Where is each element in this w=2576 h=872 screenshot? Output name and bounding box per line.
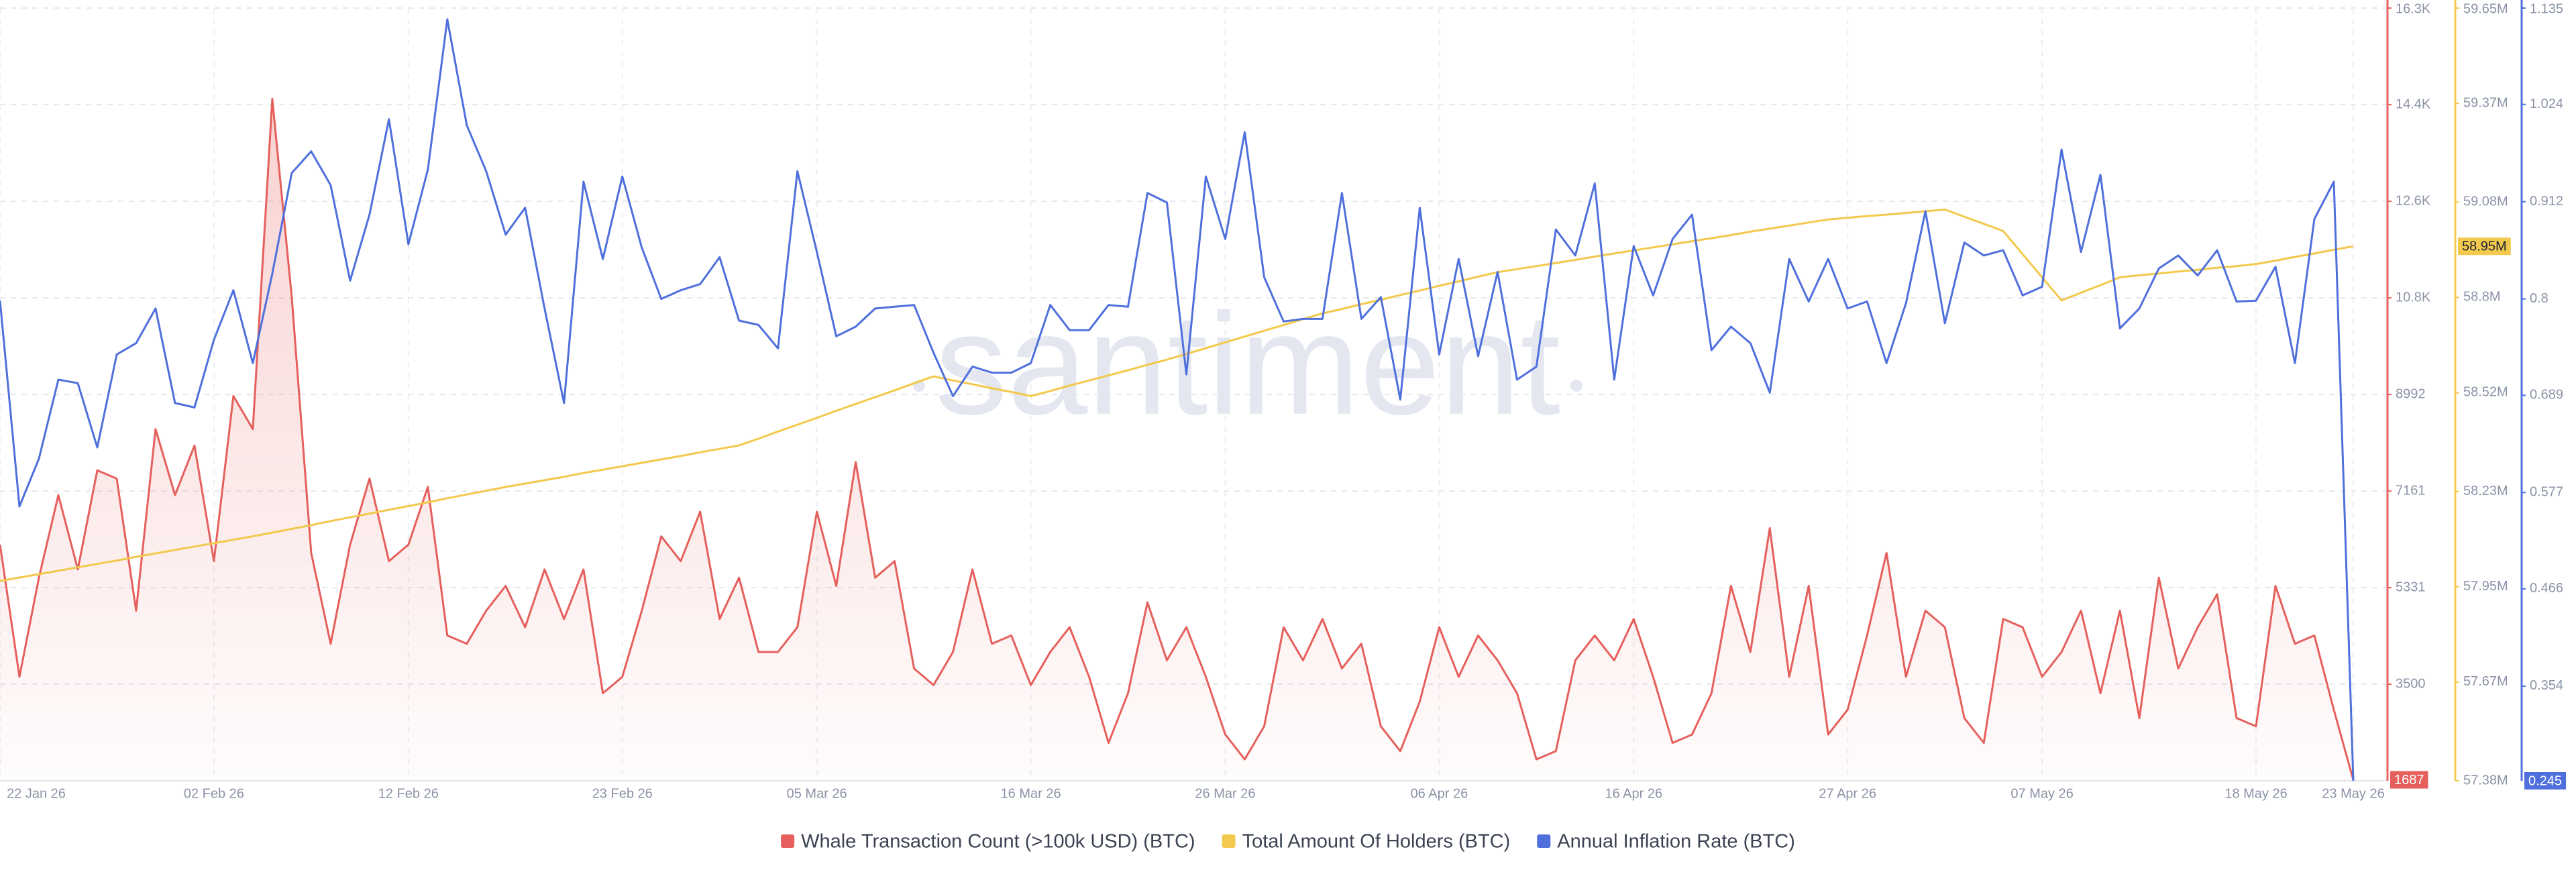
x-tick-label: 26 Mar 26 [1195, 786, 1255, 801]
y-tick-label: 0.912 [2530, 194, 2563, 209]
y-tick-label: 59.37M [2463, 95, 2508, 110]
y-tick-label: 57.67M [2463, 674, 2508, 689]
x-tick-label: 12 Feb 26 [378, 786, 439, 801]
y-tick-label: 58.52M [2463, 385, 2508, 400]
value-box [2390, 771, 2428, 789]
line [0, 208, 2354, 582]
y-tick-label: 59.08M [2463, 195, 2508, 209]
value-label: 58.95M [2462, 239, 2507, 254]
legend-swatch [781, 834, 795, 848]
y-tick-label: 0.577 [2530, 485, 2563, 500]
legend-label: Total Amount Of Holders (BTC) [1242, 831, 1511, 853]
x-tick-label: 16 Mar 26 [1001, 786, 1061, 801]
line [0, 97, 2355, 781]
x-tick-label: 23 Feb 26 [592, 786, 653, 801]
x-tick-label: 22 Jan 26 [7, 786, 66, 801]
value-label: 0.245 [2528, 773, 2562, 788]
y-tick-label: 59.65M [2463, 1, 2508, 16]
x-tick-label: 02 Feb 26 [184, 786, 244, 801]
x-tick-label: 27 Apr 26 [1819, 786, 1876, 801]
y-tick-label: 58.8M [2463, 290, 2501, 305]
y-tick-label: 57.38M [2463, 773, 2508, 787]
legend-swatch [1537, 834, 1551, 848]
y-tick-label: 3500 [2396, 676, 2426, 691]
y-tick-label: 1.135 [2530, 1, 2563, 16]
legend-label: Annual Inflation Rate (BTC) [1557, 831, 1795, 853]
y-tick-label: 12.6K [2396, 193, 2431, 208]
y-tick-label: 58.23M [2463, 484, 2508, 498]
watermark-dot [1570, 380, 1582, 392]
value-box [2458, 237, 2511, 256]
x-tick-label: 07 May 26 [2010, 786, 2073, 801]
y-tick-label: 0.354 [2530, 678, 2563, 693]
legend: Whale Transaction Count (>100k USD) (BTC… [781, 831, 1795, 853]
area [0, 99, 2353, 781]
y-tick-label: 8992 [2396, 386, 2426, 401]
y-tick-label: 1.024 [2530, 97, 2563, 111]
y-tick-label: 7161 [2396, 483, 2426, 498]
x-tick-label: 18 May 26 [2224, 786, 2287, 801]
line [0, 18, 2355, 781]
y-tick-label: 5331 [2396, 580, 2426, 594]
y-tick-label: 0.689 [2530, 388, 2563, 402]
x-tick-label: 23 May 26 [2322, 786, 2384, 801]
legend-swatch [1222, 834, 1236, 848]
watermark: santiment [935, 283, 1560, 445]
x-tick-label: 16 Apr 26 [1605, 786, 1662, 801]
x-tick-label: 06 Apr 26 [1411, 786, 1468, 801]
x-tick-label: 05 Mar 26 [787, 786, 847, 801]
y-tick-label: 0.466 [2530, 581, 2563, 596]
y-tick-label: 10.8K [2396, 290, 2431, 305]
legend-label: Whale Transaction Count (>100k USD) (BTC… [801, 831, 1195, 853]
y-tick-label: 0.8 [2530, 291, 2548, 306]
y-tick-label: 57.95M [2463, 579, 2508, 594]
y-tick-label: 16.3K [2396, 1, 2431, 16]
value-box [2524, 772, 2567, 789]
value-label: 1687 [2394, 773, 2424, 787]
y-tick-label: 14.4K [2396, 97, 2431, 111]
